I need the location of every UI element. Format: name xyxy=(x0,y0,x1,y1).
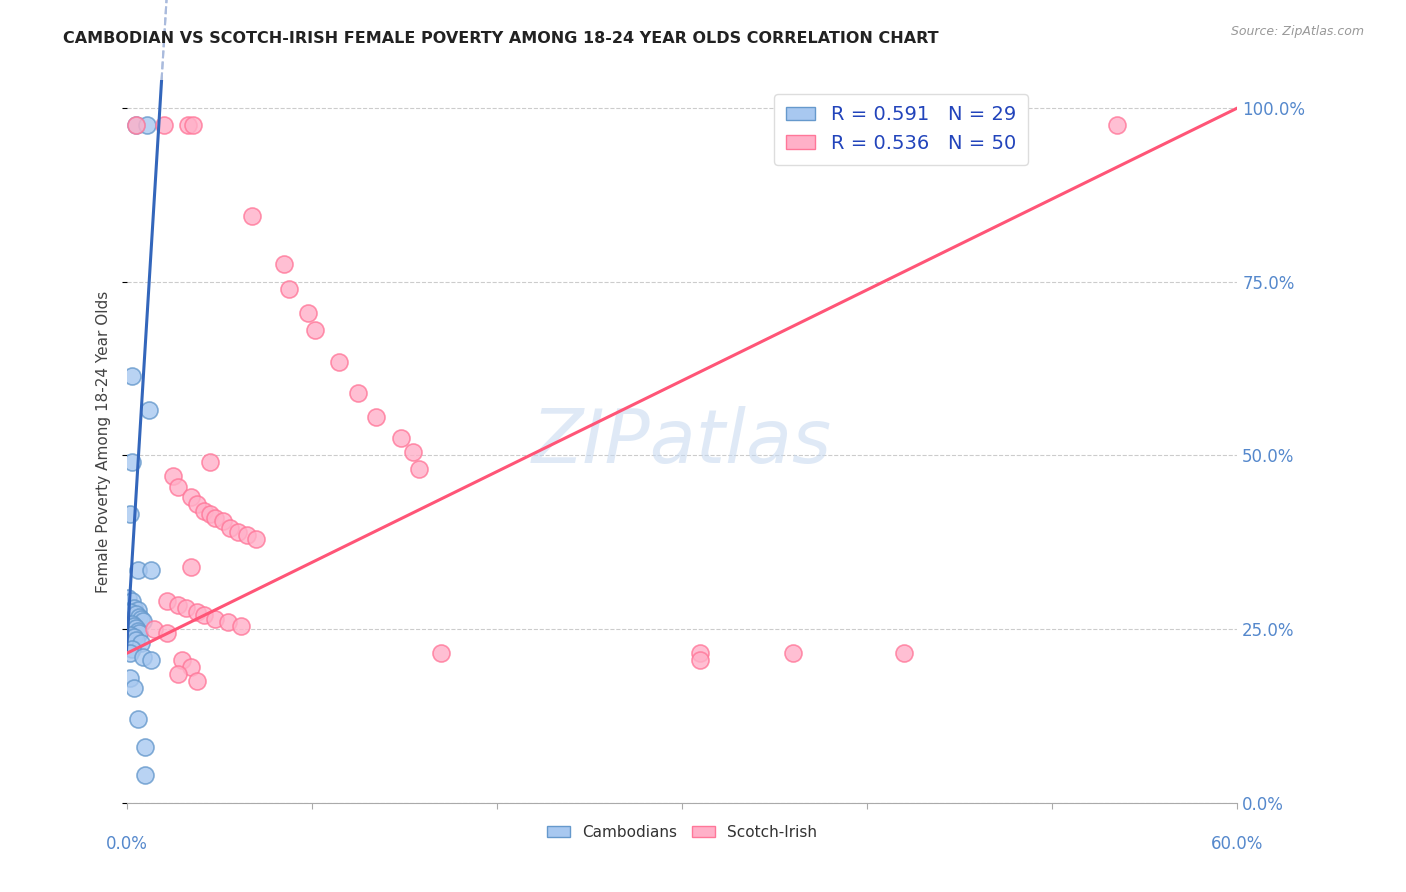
Point xyxy=(402,445,425,459)
Point xyxy=(131,612,153,626)
Point xyxy=(120,628,142,642)
Point xyxy=(132,649,155,664)
Point xyxy=(128,625,150,640)
Point xyxy=(226,524,249,539)
Point xyxy=(389,431,412,445)
Point xyxy=(127,563,149,577)
Point xyxy=(782,647,804,661)
Point xyxy=(121,594,143,608)
Point xyxy=(121,616,143,631)
Point xyxy=(125,632,148,647)
Point xyxy=(242,209,264,223)
Legend: Cambodians, Scotch-Irish: Cambodians, Scotch-Irish xyxy=(540,819,824,846)
Point xyxy=(236,528,259,542)
Text: 0.0%: 0.0% xyxy=(105,835,148,854)
Point xyxy=(186,605,208,619)
Text: Source: ZipAtlas.com: Source: ZipAtlas.com xyxy=(1230,25,1364,38)
Point xyxy=(174,601,197,615)
Point xyxy=(278,282,301,296)
Point xyxy=(430,647,453,661)
Point xyxy=(167,598,190,612)
Point xyxy=(180,490,202,504)
Point xyxy=(122,681,145,695)
Point xyxy=(162,469,184,483)
Point xyxy=(134,768,156,782)
Point xyxy=(122,631,145,645)
Y-axis label: Female Poverty Among 18-24 Year Olds: Female Poverty Among 18-24 Year Olds xyxy=(96,291,111,592)
Point xyxy=(125,621,148,635)
Point xyxy=(121,455,143,469)
Text: 60.0%: 60.0% xyxy=(1211,835,1264,854)
Point xyxy=(156,625,179,640)
Point xyxy=(167,480,190,494)
Point xyxy=(231,618,253,632)
Point xyxy=(219,521,242,535)
Point xyxy=(121,641,143,656)
Point xyxy=(122,601,145,615)
Point xyxy=(180,660,202,674)
Point xyxy=(181,119,204,133)
Point xyxy=(139,653,162,667)
Point xyxy=(186,674,208,689)
Point xyxy=(152,119,174,133)
Point xyxy=(217,615,239,630)
Point xyxy=(204,511,226,525)
Point xyxy=(211,515,233,529)
Point xyxy=(167,667,190,681)
Point xyxy=(122,618,145,632)
Point xyxy=(204,612,226,626)
Point xyxy=(120,647,142,661)
Text: ZIPatlas: ZIPatlas xyxy=(531,406,832,477)
Point xyxy=(180,559,202,574)
Point xyxy=(120,671,142,685)
Point xyxy=(156,594,179,608)
Point xyxy=(139,563,162,577)
Point xyxy=(135,119,157,133)
Point xyxy=(304,323,326,337)
Point xyxy=(127,624,149,638)
Point xyxy=(297,306,319,320)
Point xyxy=(408,462,430,476)
Point xyxy=(893,647,915,661)
Point xyxy=(127,602,149,616)
Point xyxy=(132,614,155,628)
Point xyxy=(176,119,198,133)
Point xyxy=(1105,119,1128,133)
Point xyxy=(366,410,388,425)
Point xyxy=(125,119,148,133)
Point xyxy=(125,607,148,621)
Point xyxy=(193,608,215,623)
Point xyxy=(245,532,267,546)
Point xyxy=(689,647,711,661)
Point xyxy=(138,403,160,417)
Text: CAMBODIAN VS SCOTCH-IRISH FEMALE POVERTY AMONG 18-24 YEAR OLDS CORRELATION CHART: CAMBODIAN VS SCOTCH-IRISH FEMALE POVERTY… xyxy=(63,31,939,46)
Point xyxy=(689,653,711,667)
Point xyxy=(193,504,215,518)
Point xyxy=(125,119,148,133)
Point xyxy=(131,636,153,650)
Point xyxy=(328,354,350,368)
Point xyxy=(143,622,166,636)
Point xyxy=(120,508,142,522)
Point xyxy=(120,605,142,619)
Point xyxy=(198,455,221,469)
Point xyxy=(172,653,194,667)
Point xyxy=(127,713,149,727)
Point xyxy=(134,740,156,755)
Point xyxy=(198,508,221,522)
Point xyxy=(128,609,150,624)
Point xyxy=(121,368,143,383)
Point xyxy=(347,385,370,400)
Point xyxy=(117,591,139,605)
Point xyxy=(273,257,295,271)
Point xyxy=(186,497,208,511)
